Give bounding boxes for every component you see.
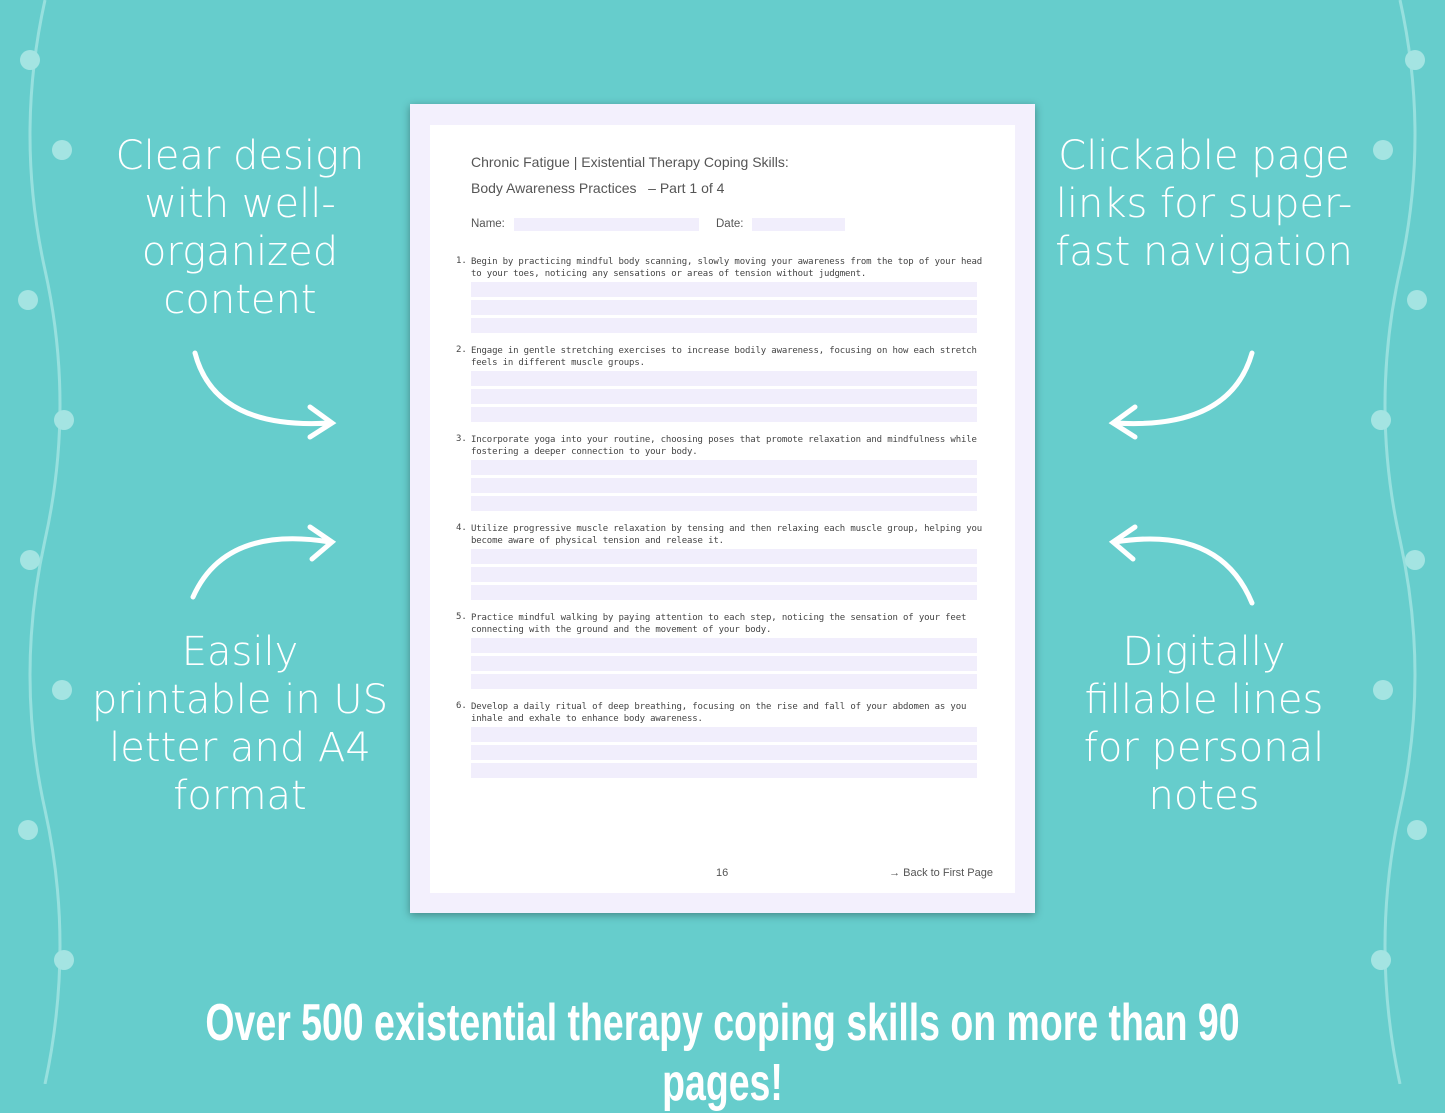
fillable-line-input[interactable] — [471, 549, 977, 564]
fillable-line-input[interactable] — [471, 407, 977, 422]
item-text: Engage in gentle stretching exercises to… — [471, 346, 977, 368]
page-number: 16 — [716, 867, 729, 879]
fillable-line-input[interactable] — [471, 496, 977, 511]
date-label: Date: — [716, 218, 744, 230]
item-text: Utilize progressive muscle relaxation by… — [471, 524, 983, 546]
item-text: Develop a daily ritual of deep breathing… — [471, 702, 967, 724]
fillable-line-input[interactable] — [471, 567, 977, 582]
fillable-line-input[interactable] — [471, 478, 977, 493]
fillable-line-input[interactable] — [471, 318, 977, 333]
feature-clear-design: Clear design with well-organized content — [115, 133, 365, 323]
item-number: 4. — [456, 523, 467, 533]
curved-arrow-icon — [1108, 524, 1255, 606]
fillable-line-input[interactable] — [471, 585, 977, 600]
fillable-line-input[interactable] — [471, 674, 977, 689]
item-number: 3. — [456, 434, 467, 444]
worksheet-title: Chronic Fatigue | Existential Therapy Co… — [471, 154, 789, 170]
fillable-line-input[interactable] — [471, 638, 977, 653]
item-text: Practice mindful walking by paying atten… — [471, 613, 967, 635]
curved-arrow-icon — [1108, 350, 1255, 440]
feature-fillable-lines: Digitally fillable lines for personal no… — [1083, 629, 1325, 819]
floral-vine-right-decoration — [1371, 0, 1427, 1084]
fillable-line-input[interactable] — [471, 282, 977, 297]
item-number: 6. — [456, 701, 467, 711]
fillable-line-input[interactable] — [471, 763, 977, 778]
fillable-line-input[interactable] — [471, 656, 977, 671]
date-input[interactable] — [752, 218, 845, 231]
feature-clickable-links: Clickable page links for super-fast navi… — [1055, 133, 1353, 275]
curved-arrow-icon — [192, 350, 337, 440]
fillable-line-input[interactable] — [471, 371, 977, 386]
item-number: 5. — [456, 612, 467, 622]
fillable-line-input[interactable] — [471, 727, 977, 742]
item-number: 2. — [456, 345, 467, 355]
name-label: Name: — [471, 218, 505, 230]
fillable-line-input[interactable] — [471, 300, 977, 315]
item-text: Begin by practicing mindful body scannin… — [471, 257, 983, 279]
floral-vine-left-decoration — [18, 0, 74, 1084]
fillable-line-input[interactable] — [471, 389, 977, 404]
fillable-line-input[interactable] — [471, 745, 977, 760]
fillable-line-input[interactable] — [471, 460, 977, 475]
worksheet-page: Chronic Fatigue | Existential Therapy Co… — [410, 104, 1035, 913]
name-input[interactable] — [514, 218, 699, 231]
worksheet-subtitle: Body Awareness Practices – Part 1 of 4 — [471, 180, 725, 196]
back-to-first-page-link[interactable]: → Back to First Page — [889, 867, 993, 879]
promo-banner: Over 500 existential therapy coping skil… — [205, 994, 1240, 1112]
item-text: Incorporate yoga into your routine, choo… — [471, 435, 977, 457]
feature-printable: Easily printable in US letter and A4 for… — [91, 629, 389, 819]
item-number: 1. — [456, 256, 467, 266]
curved-arrow-icon — [190, 524, 337, 600]
